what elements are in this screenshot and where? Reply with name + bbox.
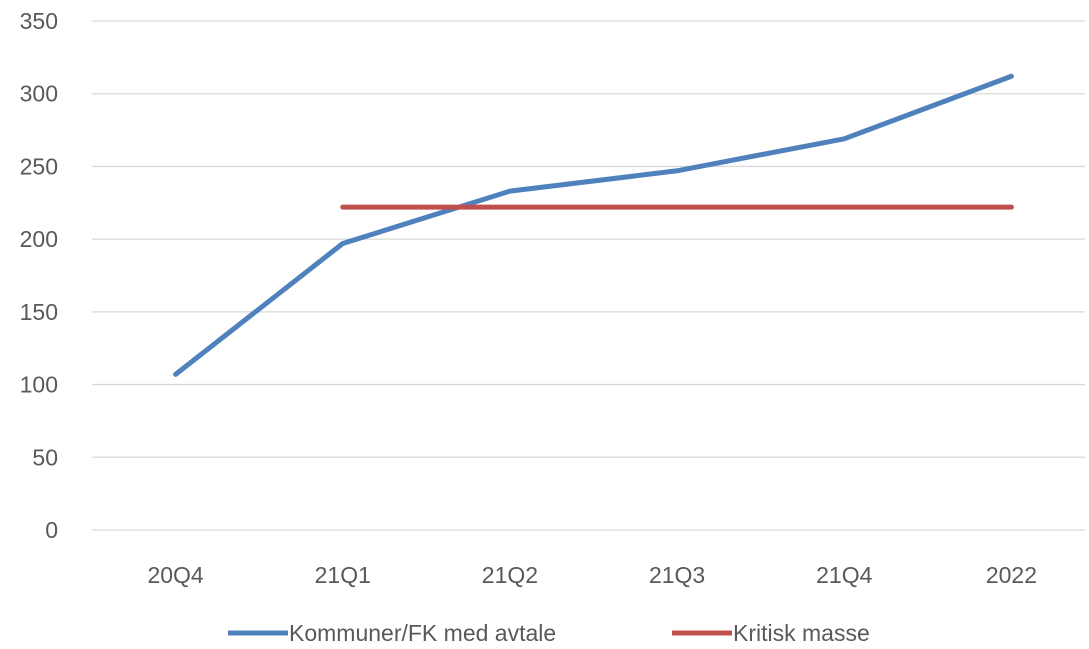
x-tick-label: 21Q2 bbox=[482, 562, 538, 588]
y-tick-label: 250 bbox=[20, 153, 58, 179]
legend-label-series-1: Kritisk masse bbox=[733, 620, 870, 646]
y-tick-label: 50 bbox=[32, 444, 58, 470]
x-axis-ticks: 20Q4 21Q1 21Q2 21Q3 21Q4 2022 bbox=[147, 562, 1037, 588]
series-line-0 bbox=[176, 76, 1012, 374]
y-tick-label: 350 bbox=[20, 8, 58, 34]
x-tick-label: 21Q4 bbox=[816, 562, 872, 588]
y-axis-ticks: 0 50 100 150 200 250 300 350 bbox=[20, 8, 58, 543]
y-tick-label: 0 bbox=[45, 517, 58, 543]
x-tick-label: 2022 bbox=[986, 562, 1037, 588]
x-tick-label: 20Q4 bbox=[147, 562, 203, 588]
y-tick-label: 100 bbox=[20, 372, 58, 398]
y-tick-label: 300 bbox=[20, 81, 58, 107]
x-tick-label: 21Q1 bbox=[315, 562, 371, 588]
x-tick-label: 21Q3 bbox=[649, 562, 705, 588]
gridlines bbox=[92, 21, 1085, 530]
y-tick-label: 200 bbox=[20, 226, 58, 252]
legend-label-series-0: Kommuner/FK med avtale bbox=[289, 620, 556, 646]
y-tick-label: 150 bbox=[20, 299, 58, 325]
series-lines bbox=[176, 76, 1012, 374]
legend: Kommuner/FK med avtale Kritisk masse bbox=[228, 620, 870, 646]
